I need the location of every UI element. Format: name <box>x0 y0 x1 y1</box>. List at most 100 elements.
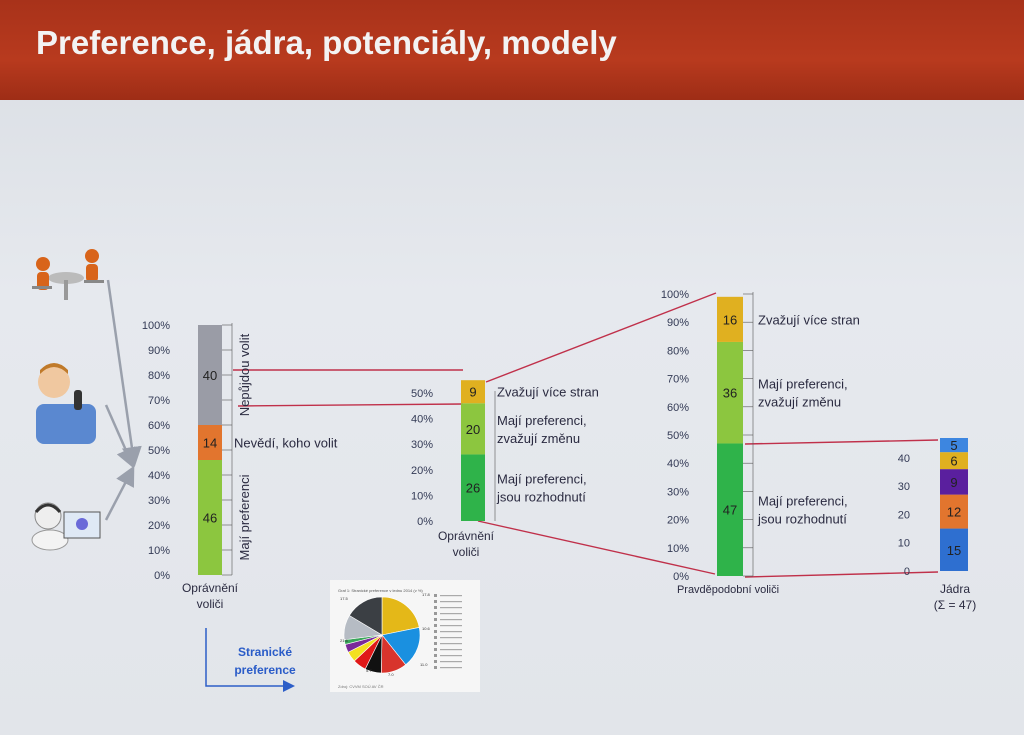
y-tick-label: 20 <box>898 509 910 521</box>
bar-segment <box>940 494 968 529</box>
stacked-bar-1: 0% 10% 20% 30% 40% 50% 60% 70% 80% 90% 100% 46 Mají … <box>142 320 338 611</box>
bar-segment <box>940 528 968 571</box>
connector-line <box>477 520 716 575</box>
y-tick-label: 10% <box>667 543 689 555</box>
flow-arrow <box>106 279 142 467</box>
data-label: 16 <box>723 312 737 327</box>
flow-arrow <box>104 465 135 521</box>
legend-text-line <box>440 667 462 669</box>
segment-label: Mají preferenci, <box>497 413 587 428</box>
segment-label: Mají preferenci, <box>497 472 587 487</box>
segment-label: zvažují změnu <box>758 395 841 410</box>
legend-text-line <box>440 607 462 609</box>
preference-arrow <box>205 628 295 692</box>
pie-source-note: Zdroj: CVVM SOÚ AV ČR <box>338 684 384 689</box>
y-tick-label: 40% <box>411 414 433 426</box>
data-label: 36 <box>723 386 737 401</box>
category-label: voliči <box>197 597 224 611</box>
y-tick-label: 0% <box>673 571 689 583</box>
stacked-bar-4: 0 10 20 30 40 15 12 9 65 Jádra (Σ = 47) <box>898 438 976 612</box>
category-label: (Σ = 47) <box>934 598 976 612</box>
phone-man-icon <box>36 363 96 444</box>
segment-label: Nepůjdou volit <box>237 333 252 416</box>
category-label: Jádra <box>940 582 970 596</box>
pie-slice <box>381 596 420 636</box>
y-tick-label: 0 <box>904 566 910 578</box>
y-tick-label: 60% <box>667 402 689 414</box>
pie-value-label: 11.0 <box>420 662 428 667</box>
y-tick-label: 50% <box>667 430 689 442</box>
segment-label: jsou rozhodnutí <box>757 512 847 527</box>
y-tick-label: 30% <box>667 486 689 498</box>
pie-value-label: 17.5 <box>340 596 349 601</box>
data-label: 40 <box>203 368 217 383</box>
connector-line <box>744 571 939 578</box>
category-label: Pravděpodobní voliči <box>677 584 779 596</box>
pie-slice <box>381 627 421 666</box>
party-preference-label: Stranické <box>238 645 292 659</box>
y-tick-label: 100% <box>142 320 170 332</box>
pie-value-label: 5.7 <box>366 668 372 673</box>
y-tick-label: 20% <box>667 515 689 527</box>
legend-swatch <box>434 636 437 639</box>
y-tick-label: 70% <box>667 374 689 386</box>
y-tick-label: 10 <box>898 538 910 550</box>
legend-text-line <box>440 637 462 639</box>
connector-line <box>744 439 939 445</box>
pie-value-label: 21.8 <box>340 638 349 643</box>
bar-segment <box>198 325 222 425</box>
data-label: 9 <box>950 475 957 490</box>
data-label: 46 <box>203 511 217 526</box>
legend-swatch <box>434 630 437 633</box>
category-label: voliči <box>453 545 480 559</box>
legend-swatch <box>434 666 437 669</box>
segment-label: Mají preferenci, <box>758 494 848 509</box>
segment-label: Mají preferenci <box>237 474 252 560</box>
legend-text-line <box>440 655 462 657</box>
y-tick-label: 30% <box>148 495 170 507</box>
y-tick-label: 60% <box>148 420 170 432</box>
y-tick-label: 10% <box>411 490 433 502</box>
segment-label: Zvažují více stran <box>758 312 860 327</box>
y-tick-label: 40% <box>148 470 170 482</box>
stacked-bar-2: 0% 10% 20% 30% 40% 50% 26 Mají preferenci, jsou … <box>411 380 599 559</box>
party-preference-pie-thumbnail: Graf 1: Stranické preference v lednu 201… <box>330 580 480 692</box>
bar-segment <box>940 438 968 453</box>
connector-line <box>237 403 464 407</box>
pie-slice <box>349 596 383 636</box>
legend-text-line <box>440 649 462 651</box>
y-tick-label: 50% <box>148 445 170 457</box>
party-preference-label: preference <box>234 663 296 677</box>
segment-label: Zvažují více stran <box>497 385 599 400</box>
legend-swatch <box>434 624 437 627</box>
legend-swatch <box>434 618 437 621</box>
slide-title: Preference, jádra, potenciály, modely <box>36 24 617 61</box>
category-label: Oprávnění <box>438 529 495 543</box>
legend-text-line <box>440 625 462 627</box>
legend-text-line <box>440 595 462 597</box>
computer-user-icon <box>31 502 101 551</box>
legend-swatch <box>434 612 437 615</box>
legend-text-line <box>440 631 462 633</box>
bar-segment <box>461 380 485 404</box>
legend-swatch <box>434 642 437 645</box>
legend-swatch <box>434 654 437 657</box>
y-tick-label: 80% <box>667 345 689 357</box>
y-tick-label: 0% <box>154 570 170 582</box>
legend-text-line <box>440 613 462 615</box>
category-label: Oprávnění <box>182 581 239 595</box>
data-label: 47 <box>723 503 737 518</box>
data-label: 15 <box>947 543 961 558</box>
y-tick-label: 100% <box>661 289 689 301</box>
bar-segment <box>198 460 222 575</box>
data-label: 6 <box>950 454 957 469</box>
y-tick-label: 40 <box>898 453 910 465</box>
bar-segment <box>717 443 743 576</box>
y-tick-label: 90% <box>667 317 689 329</box>
bar-segment <box>940 452 968 470</box>
segment-label: zvažují změnu <box>497 431 580 446</box>
y-tick-label: 40% <box>667 458 689 470</box>
data-label: 9 <box>469 385 476 400</box>
y-tick-label: 0% <box>417 516 433 528</box>
